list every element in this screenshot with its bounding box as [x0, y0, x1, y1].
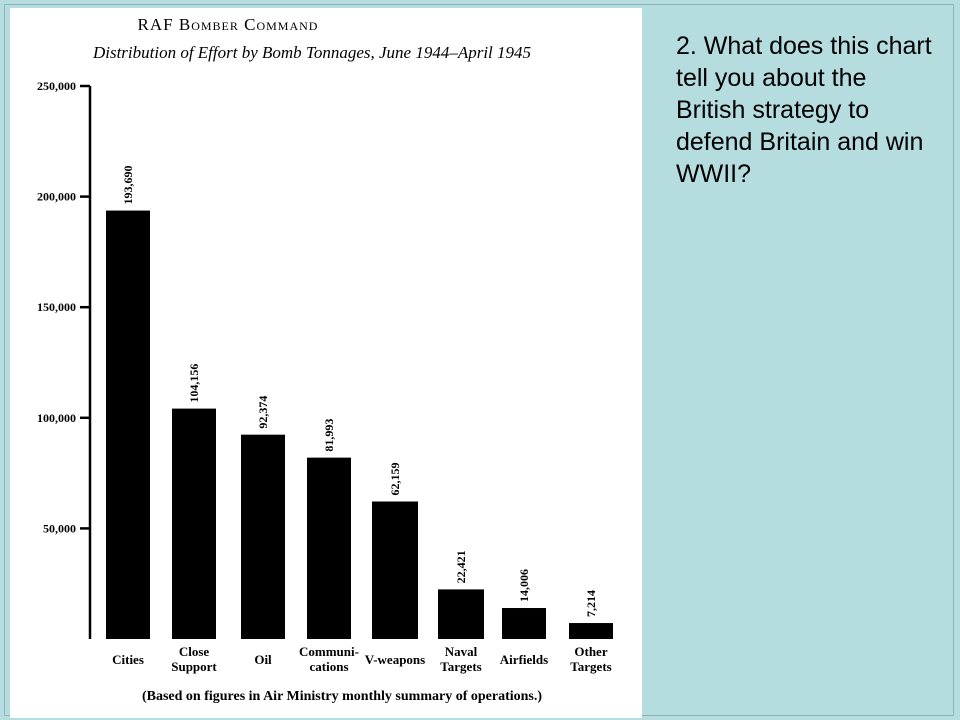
bars: 193,690 104,156 92,374 81,993 62,159 22,421 14… — [106, 166, 613, 639]
bar-value-label: 81,993 — [322, 419, 336, 452]
bar-value-label: 62,159 — [388, 463, 402, 496]
y-tick-label: 50,000 — [43, 521, 76, 535]
bar — [172, 408, 216, 639]
x-category-label: Other — [574, 644, 607, 659]
bar — [106, 210, 150, 639]
x-category-label: Targets — [440, 659, 481, 674]
bar — [502, 608, 546, 639]
x-category-label: Airfields — [500, 652, 548, 667]
y-tick-label: 100,000 — [37, 411, 76, 425]
x-category-label: Support — [171, 659, 217, 674]
bar — [372, 501, 418, 639]
x-category-label: Communi- — [299, 644, 359, 659]
bar-value-label: 22,421 — [454, 550, 468, 583]
bar — [241, 434, 285, 639]
question-text: 2. What does this chart tell you about t… — [676, 32, 932, 188]
x-category-label: V-weapons — [365, 652, 425, 667]
y-tick-label: 250,000 — [37, 79, 76, 93]
bar-value-label: 193,690 — [121, 166, 135, 205]
y-tick-label: 150,000 — [37, 300, 76, 314]
x-category-label: Oil — [254, 652, 272, 667]
y-axis: 50,000 100,000 150,000 200,000 250,000 — [37, 79, 92, 639]
chart-footnote: (Based on figures in Air Ministry monthl… — [142, 689, 542, 704]
bar-value-label: 7,214 — [584, 590, 598, 617]
chart-title: RAF Bomber Command — [138, 15, 319, 34]
chart-panel: RAF Bomber Command Distribution of Effor… — [10, 8, 642, 718]
bar-chart: RAF Bomber Command Distribution of Effor… — [37, 15, 613, 704]
x-category-label: Targets — [570, 659, 611, 674]
bar — [438, 589, 484, 639]
y-tick-label: 200,000 — [37, 190, 76, 204]
bar-value-label: 104,156 — [187, 364, 201, 403]
bar — [307, 457, 351, 639]
x-category-label: Cities — [112, 652, 144, 667]
bar-value-label: 92,374 — [256, 396, 270, 429]
bar — [569, 623, 613, 639]
x-category-label: Close — [179, 644, 210, 659]
x-category-label: Naval — [445, 644, 478, 659]
bar-value-label: 14,006 — [517, 569, 531, 602]
x-category-label: cations — [310, 659, 349, 674]
chart-subtitle: Distribution of Effort by Bomb Tonnages,… — [92, 43, 531, 62]
